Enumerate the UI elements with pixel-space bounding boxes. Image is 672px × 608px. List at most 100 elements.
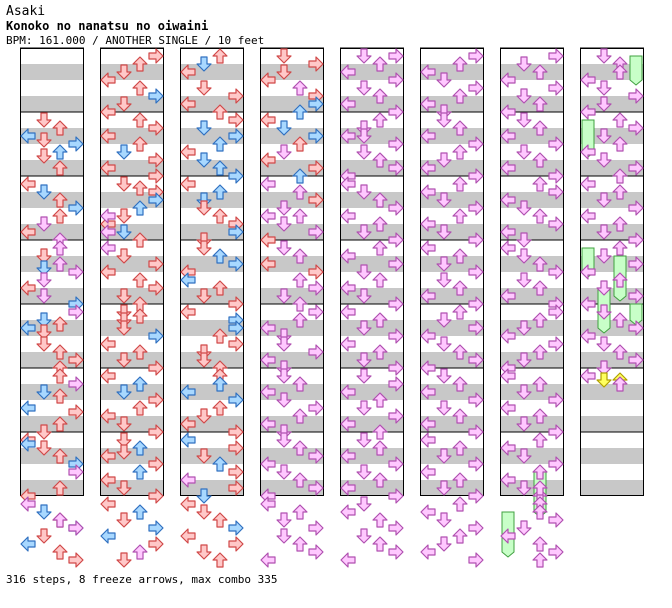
right-arrow [468,264,484,280]
up-arrow [532,464,548,480]
beat-stripe [500,160,564,176]
down-arrow [436,152,452,168]
down-arrow [516,88,532,104]
left-arrow [340,176,356,192]
down-arrow [116,480,132,496]
up-arrow [372,312,388,328]
left-arrow [340,128,356,144]
up-arrow [372,512,388,528]
up-arrow [372,536,388,552]
down-arrow [596,280,612,296]
right-arrow [468,456,484,472]
left-arrow [100,448,116,464]
right-arrow [548,512,564,528]
beat-stripe [420,448,484,464]
up-arrow [292,312,308,328]
beat-stripe [340,448,404,464]
up-arrow [132,272,148,288]
beat-stripe [180,128,244,144]
right-arrow [68,304,84,320]
right-arrow [308,280,324,296]
right-arrow [628,160,644,176]
right-arrow [468,424,484,440]
down-arrow [596,128,612,144]
down-arrow [116,96,132,112]
beat-stripe [20,384,84,400]
right-arrow [548,304,564,320]
beat-stripe [180,224,244,240]
down-arrow [196,120,212,136]
right-arrow [548,168,564,184]
up-arrow [612,344,628,360]
right-arrow [308,544,324,560]
left-arrow [260,176,276,192]
down-arrow [596,248,612,264]
left-arrow [20,128,36,144]
right-arrow [68,136,84,152]
down-arrow [356,400,372,416]
down-arrow [116,224,132,240]
left-arrow [100,240,116,256]
beat-stripe [580,224,644,240]
down-arrow [116,432,132,448]
left-arrow [260,152,276,168]
up-arrow [532,432,548,448]
beat-stripe [500,256,564,272]
beat-stripe [180,64,244,80]
down-arrow [356,528,372,544]
beat-stripe [500,320,564,336]
down-arrow [116,288,132,304]
left-arrow [340,504,356,520]
beat-stripe [260,256,324,272]
right-arrow [628,256,644,272]
down-arrow [436,536,452,552]
left-arrow [420,288,436,304]
left-arrow [100,208,116,224]
up-arrow [52,416,68,432]
right-arrow [308,96,324,112]
beat-stripe [340,128,404,144]
left-arrow [580,176,596,192]
up-arrow [372,152,388,168]
down-arrow [516,56,532,72]
left-arrow [340,384,356,400]
down-arrow [276,64,292,80]
beat-stripe [20,224,84,240]
left-arrow [500,128,516,144]
up-arrow [372,216,388,232]
down-arrow [516,248,532,264]
up-arrow [132,308,148,324]
beat-stripe [20,320,84,336]
left-arrow [180,496,196,512]
left-arrow [500,104,516,120]
up-arrow [132,464,148,480]
left-arrow [260,232,276,248]
down-arrow [276,144,292,160]
beat-stripe [420,352,484,368]
beat-stripe [500,416,564,432]
down-arrow [36,384,52,400]
right-arrow [628,88,644,104]
left-arrow [260,320,276,336]
beat-stripe [260,224,324,240]
left-arrow [500,160,516,176]
left-arrow [260,208,276,224]
left-arrow [420,504,436,520]
down-arrow [276,432,292,448]
down-arrow [116,416,132,432]
down-arrow [516,232,532,248]
up-arrow [52,160,68,176]
up-arrow [372,192,388,208]
song-meta: BPM: 161.000 / ANOTHER SINGLE / 10 feet [6,34,265,47]
up-arrow [532,408,548,424]
down-arrow [276,200,292,216]
left-arrow [180,64,196,80]
beat-stripe [100,480,164,496]
down-arrow [196,544,212,560]
left-arrow [340,448,356,464]
down-arrow [116,512,132,528]
beat-stripe [20,256,84,272]
right-arrow [388,160,404,176]
up-arrow [52,240,68,256]
down-arrow [436,448,452,464]
